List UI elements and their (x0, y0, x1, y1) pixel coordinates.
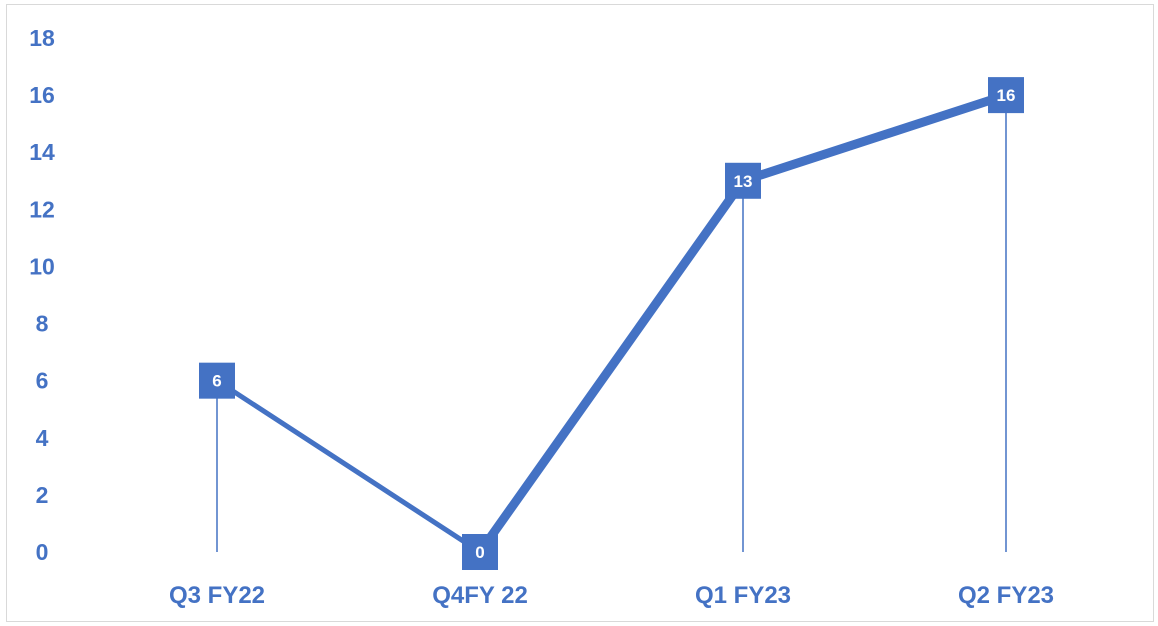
data-point-label: 16 (997, 86, 1016, 105)
data-point-marker (462, 534, 498, 570)
y-tick-label: 0 (36, 539, 49, 565)
x-category-label: Q1 FY23 (695, 582, 791, 609)
data-point-label: 13 (734, 172, 753, 191)
y-tick-label: 4 (36, 425, 49, 451)
series-segment (738, 90, 1011, 186)
y-tick-label: 6 (36, 368, 49, 394)
y-tick-label: 12 (29, 196, 55, 222)
y-tick-label: 16 (29, 82, 55, 108)
data-point-marker (988, 77, 1024, 114)
x-category-label: Q4FY 22 (432, 582, 528, 609)
data-point-marker (199, 362, 235, 399)
y-tick-label: 8 (36, 311, 49, 337)
series-segment (475, 176, 748, 557)
y-tick-label: 14 (29, 139, 55, 165)
y-tick-label: 18 (29, 25, 55, 51)
data-point-label: 0 (475, 543, 484, 562)
drop-lines (216, 95, 1007, 552)
data-point-label: 6 (212, 372, 221, 391)
data-markers: 6 0 13 16 (199, 77, 1024, 570)
x-category-label: Q3 FY22 (169, 582, 265, 609)
x-category-label: Q2 FY23 (958, 582, 1054, 609)
x-axis-category-labels: Q3 FY22 Q4FY 22 Q1 FY23 Q2 FY23 (169, 582, 1054, 609)
data-point-marker (725, 162, 761, 199)
y-tick-label: 2 (36, 482, 49, 508)
y-tick-label: 10 (29, 253, 55, 279)
y-axis-tick-labels: 0 2 4 6 8 10 12 14 16 18 (29, 25, 55, 565)
series-line (214, 90, 1011, 557)
series-segment (214, 378, 483, 555)
